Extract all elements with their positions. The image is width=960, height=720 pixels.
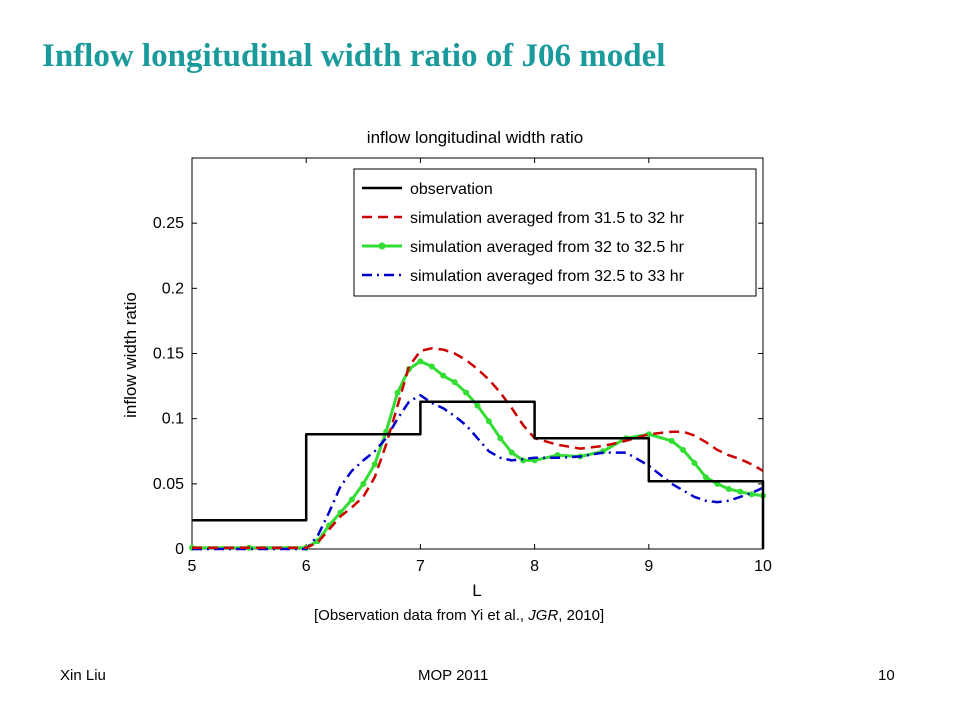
series-point — [451, 379, 458, 386]
y-tick-label: 0.1 — [162, 411, 184, 428]
slide-title: Inflow longitudinal width ratio of J06 m… — [42, 38, 666, 74]
series-point — [725, 486, 732, 493]
legend-box — [353, 168, 757, 297]
y-axis-label: inflow width ratio — [121, 292, 140, 418]
y-tick-label: 0.15 — [153, 346, 184, 363]
legend-label-2: simulation averaged from 32 to 32.5 hr — [410, 239, 685, 256]
series-point — [737, 488, 744, 495]
series-point — [417, 358, 424, 365]
y-tick-label: 0.2 — [162, 280, 184, 297]
series-point — [748, 491, 755, 498]
legend: observation simulation averaged from 31.5… — [353, 168, 757, 297]
series-point — [680, 446, 687, 453]
x-tick-label: 7 — [416, 558, 425, 575]
series-line-1 — [192, 347, 764, 549]
series-point — [428, 363, 435, 370]
citation-suffix: , 2010] — [558, 607, 605, 624]
x-tick-label: 8 — [530, 558, 539, 575]
x-axis-label: L — [472, 581, 481, 600]
x-tick-label: 10 — [754, 558, 772, 575]
series-point — [668, 437, 675, 444]
legend-label-0: observation — [410, 181, 493, 198]
series-point — [520, 457, 527, 464]
footer-page-number: 10 — [878, 667, 895, 684]
x-tick-label: 9 — [644, 558, 653, 575]
series-point — [360, 480, 367, 487]
footer-conference: MOP 2011 — [418, 667, 489, 684]
citation-journal: JGR — [528, 607, 559, 624]
series-point — [474, 402, 481, 409]
series-line-3 — [192, 393, 764, 551]
x-tick-label: 6 — [302, 558, 311, 575]
series-point — [691, 459, 698, 466]
y-tick-label: 0 — [175, 541, 184, 558]
footer-author: Xin Liu — [60, 667, 106, 684]
series-point — [394, 389, 401, 396]
citation: [Observation data from Yi et al., JGR, 2… — [314, 607, 604, 624]
series-point — [463, 389, 470, 396]
chart-title: inflow longitudinal width ratio — [367, 128, 583, 147]
y-tick-label: 0.25 — [153, 215, 184, 232]
legend-label-1: simulation averaged from 31.5 to 32 hr — [410, 210, 685, 227]
series-point — [497, 435, 504, 442]
legend-marker — [378, 242, 386, 250]
series-point — [371, 461, 378, 468]
series-line-0 — [192, 400, 765, 549]
legend-label-3: simulation averaged from 32.5 to 33 hr — [410, 268, 685, 285]
x-tick-label: 5 — [188, 558, 197, 575]
series-point — [508, 449, 515, 456]
series-lines — [189, 347, 766, 551]
y-tick-label: 0.05 — [153, 476, 184, 493]
series-point — [702, 474, 709, 481]
series-point — [348, 496, 355, 503]
citation-prefix: [Observation data from Yi et al., — [314, 607, 529, 624]
series-point — [485, 418, 492, 425]
series-point — [440, 372, 447, 379]
